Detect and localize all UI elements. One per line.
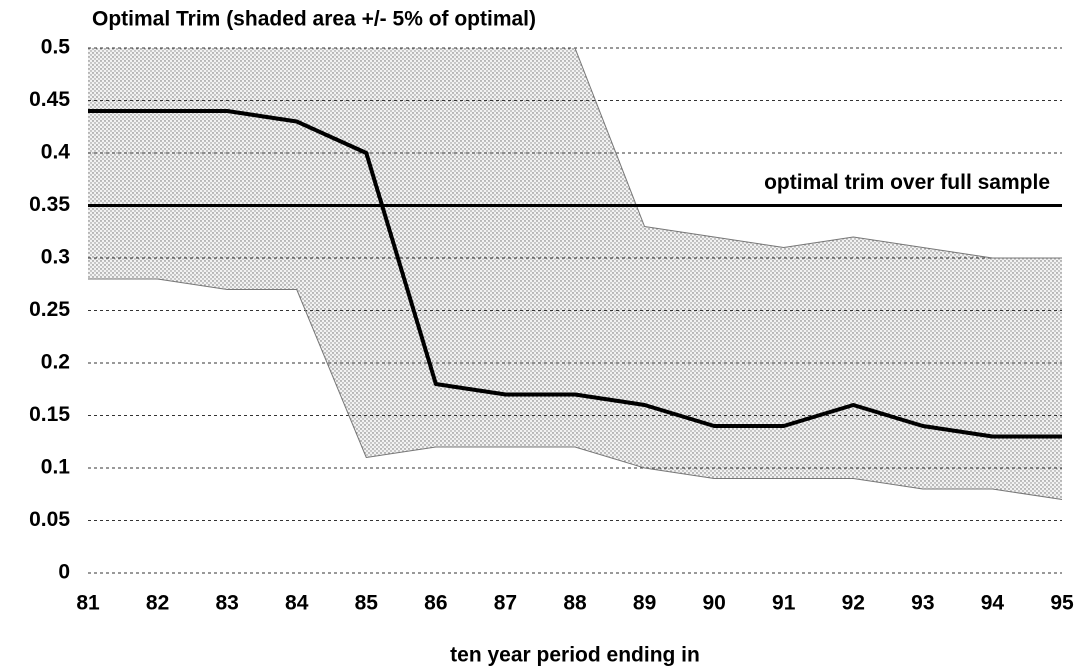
x-tick-label: 82	[146, 592, 169, 615]
y-tick-label: 0.05	[29, 508, 70, 531]
y-tick-label: 0.25	[29, 298, 70, 321]
band-lower	[88, 278, 1063, 500]
y-tick-label: 0	[58, 561, 70, 584]
x-tick-label: 89	[633, 592, 656, 615]
x-tick-label: 83	[215, 592, 238, 615]
trim-line	[88, 109, 1062, 439]
y-tick-label: 0.4	[41, 141, 71, 164]
y-tick-label: 0.3	[41, 246, 70, 269]
y-tick-label: 0.2	[41, 351, 70, 374]
x-axis-label: ten year period ending in	[450, 644, 700, 667]
x-tick-label: 94	[981, 592, 1005, 615]
x-tick-label: 93	[911, 592, 934, 615]
x-tick-label: 88	[563, 592, 587, 615]
y-tick-label: 0.5	[41, 36, 71, 59]
x-tick-label: 85	[355, 592, 379, 615]
x-tick-label: 84	[285, 592, 309, 615]
x-tick-label: 90	[702, 592, 725, 615]
x-tick-label: 91	[772, 592, 796, 615]
band-fill	[88, 48, 1062, 500]
y-tick-label: 0.1	[41, 456, 71, 479]
x-tick-label: 81	[76, 592, 100, 615]
y-tick-label: 0.45	[29, 88, 70, 111]
reference-label: optimal trim over full sample	[764, 171, 1050, 194]
x-tick-label: 92	[842, 592, 865, 615]
band-upper	[574, 47, 1062, 259]
chart-title: Optimal Trim (shaded area +/- 5% of opti…	[92, 8, 536, 31]
x-tick-label: 95	[1050, 592, 1074, 615]
x-tick-label: 86	[424, 592, 447, 615]
y-tick-label: 0.15	[29, 403, 70, 426]
x-tick-label: 87	[494, 592, 517, 615]
y-tick-label: 0.35	[29, 193, 70, 216]
